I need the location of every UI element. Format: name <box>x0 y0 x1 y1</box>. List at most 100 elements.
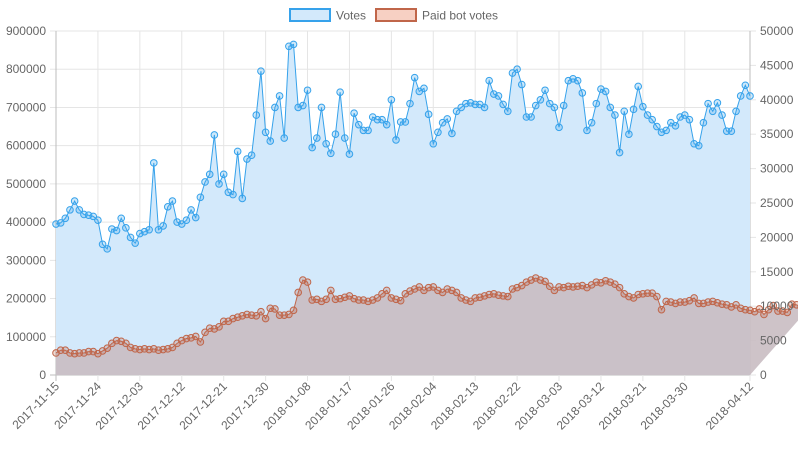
paid-bot-votes-point[interactable] <box>504 292 512 301</box>
votes-point[interactable] <box>56 219 65 227</box>
votes-point[interactable] <box>233 147 242 156</box>
votes-point[interactable] <box>61 214 70 223</box>
votes-point[interactable] <box>620 107 629 116</box>
votes-point[interactable] <box>606 103 615 112</box>
votes-point[interactable] <box>70 197 79 205</box>
votes-point[interactable] <box>410 73 419 82</box>
votes-point[interactable] <box>680 111 689 119</box>
legend-item-paid-bot-votes[interactable]: Paid bot votes <box>375 8 498 23</box>
paid-bot-votes-point[interactable] <box>168 343 177 352</box>
votes-point[interactable] <box>299 101 307 110</box>
votes-point[interactable] <box>587 118 596 127</box>
votes-point[interactable] <box>550 103 559 112</box>
legend-item-votes[interactable]: Votes <box>289 8 366 23</box>
votes-point[interactable] <box>252 111 261 119</box>
paid-bot-votes-point[interactable] <box>122 339 130 348</box>
votes-point[interactable] <box>271 103 279 112</box>
votes-point[interactable] <box>615 148 624 157</box>
votes-point[interactable] <box>494 92 503 100</box>
votes-point[interactable] <box>443 115 452 123</box>
votes-point[interactable] <box>694 141 703 150</box>
votes-point[interactable] <box>303 86 312 95</box>
paid-bot-votes-point[interactable] <box>382 286 391 295</box>
paid-bot-votes-point[interactable] <box>294 288 303 297</box>
paid-bot-votes-point[interactable] <box>285 310 293 319</box>
votes-point[interactable] <box>331 130 340 138</box>
votes-point[interactable] <box>145 225 153 234</box>
paid-bot-votes-point[interactable] <box>653 292 661 301</box>
votes-point[interactable] <box>98 240 107 249</box>
votes-point[interactable] <box>671 121 680 130</box>
paid-bot-votes-point[interactable] <box>396 296 405 305</box>
votes-point[interactable] <box>387 96 396 104</box>
votes-point[interactable] <box>159 222 167 230</box>
votes-point[interactable] <box>182 216 191 224</box>
votes-point[interactable] <box>555 123 563 132</box>
votes-point[interactable] <box>541 86 549 95</box>
votes-point[interactable] <box>266 137 275 145</box>
votes-point[interactable] <box>382 120 391 129</box>
paid-bot-votes-point[interactable] <box>541 277 549 286</box>
votes-point[interactable] <box>531 101 540 110</box>
votes-point[interactable] <box>517 80 526 89</box>
votes-point[interactable] <box>219 170 228 179</box>
paid-bot-votes-point[interactable] <box>103 344 112 352</box>
paid-bot-votes-point[interactable] <box>657 305 666 314</box>
votes-point[interactable] <box>527 113 535 121</box>
paid-bot-votes-point[interactable] <box>764 305 773 314</box>
votes-point[interactable] <box>504 107 512 116</box>
votes-point[interactable] <box>122 224 130 232</box>
votes-point[interactable] <box>434 128 442 137</box>
votes-point[interactable] <box>625 130 633 138</box>
votes-point[interactable] <box>210 131 219 139</box>
votes-point[interactable] <box>485 76 493 85</box>
votes-point[interactable] <box>662 126 670 135</box>
votes-point[interactable] <box>201 178 209 186</box>
paid-bot-votes-point[interactable] <box>792 301 798 309</box>
votes-point[interactable] <box>704 99 712 108</box>
votes-point[interactable] <box>163 203 172 211</box>
votes-point[interactable] <box>215 180 223 188</box>
votes-point[interactable] <box>196 193 205 202</box>
votes-point[interactable] <box>275 92 284 100</box>
votes-point[interactable] <box>629 105 638 114</box>
paid-bot-votes-point[interactable] <box>327 286 335 295</box>
votes-point[interactable] <box>420 84 428 93</box>
votes-point[interactable] <box>713 99 722 107</box>
votes-point[interactable] <box>261 128 270 137</box>
votes-point[interactable] <box>611 111 619 119</box>
paid-bot-votes-point[interactable] <box>760 310 768 319</box>
votes-point[interactable] <box>648 115 656 124</box>
paid-bot-votes-point[interactable] <box>261 314 270 323</box>
votes-point[interactable] <box>94 216 102 224</box>
votes-point[interactable] <box>322 139 330 148</box>
votes-point[interactable] <box>308 143 316 152</box>
votes-point[interactable] <box>205 170 214 179</box>
votes-point[interactable] <box>327 149 335 158</box>
votes-point[interactable] <box>634 82 643 91</box>
paid-bot-votes-point[interactable] <box>769 301 778 310</box>
votes-point[interactable] <box>653 122 661 131</box>
votes-point[interactable] <box>345 150 354 158</box>
votes-point[interactable] <box>238 194 247 203</box>
votes-point[interactable] <box>736 92 745 100</box>
paid-bot-votes-point[interactable] <box>755 305 764 313</box>
votes-point[interactable] <box>75 206 84 214</box>
votes-point[interactable] <box>401 118 410 126</box>
votes-point[interactable] <box>732 107 740 116</box>
paid-bot-votes-point[interactable] <box>615 283 624 292</box>
votes-point[interactable] <box>536 96 545 104</box>
votes-point[interactable] <box>313 134 321 142</box>
votes-point[interactable] <box>364 126 372 135</box>
votes-point[interactable] <box>601 87 610 96</box>
votes-point[interactable] <box>392 136 400 144</box>
paid-bot-votes-point[interactable] <box>373 294 382 302</box>
votes-point[interactable] <box>317 103 326 112</box>
paid-bot-votes-point[interactable] <box>783 308 792 317</box>
paid-bot-votes-point[interactable] <box>690 294 698 302</box>
paid-bot-votes-point[interactable] <box>257 307 265 316</box>
votes-point[interactable] <box>378 115 386 124</box>
votes-point[interactable] <box>718 111 726 119</box>
paid-bot-votes-point[interactable] <box>322 295 330 304</box>
votes-point[interactable] <box>187 206 195 214</box>
